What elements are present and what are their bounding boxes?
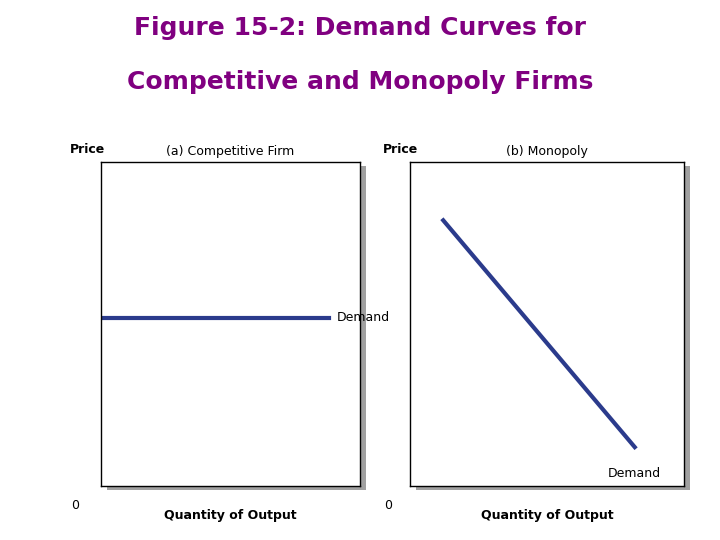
Text: Quantity of Output: Quantity of Output: [481, 509, 613, 522]
Text: Competitive and Monopoly Firms: Competitive and Monopoly Firms: [127, 70, 593, 94]
Title: (a) Competitive Firm: (a) Competitive Firm: [166, 145, 294, 158]
Text: Price: Price: [70, 143, 105, 156]
Text: 0: 0: [384, 499, 392, 512]
Text: Demand: Demand: [337, 311, 390, 324]
Text: Figure 15-2: Demand Curves for: Figure 15-2: Demand Curves for: [134, 16, 586, 40]
Text: Price: Price: [383, 143, 418, 156]
Text: 0: 0: [71, 499, 79, 512]
Text: Quantity of Output: Quantity of Output: [164, 509, 297, 522]
Text: Demand: Demand: [608, 467, 660, 480]
Title: (b) Monopoly: (b) Monopoly: [506, 145, 588, 158]
